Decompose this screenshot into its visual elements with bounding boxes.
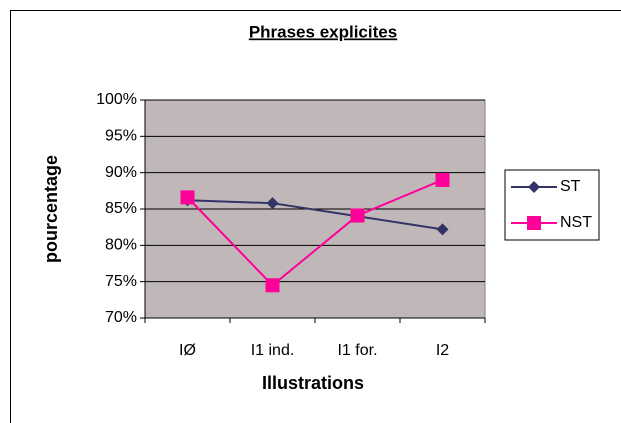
y-tick-label: 80%	[105, 237, 137, 254]
x-tick-label: I1 ind.	[251, 342, 295, 359]
y-tick-label: 70%	[105, 309, 137, 326]
data-point	[436, 223, 449, 236]
x-axis-label: Illustrations	[262, 373, 364, 393]
x-tick-label: I1 for.	[337, 342, 377, 359]
x-tick-label: IØ	[179, 342, 196, 359]
y-tick-label: 90%	[105, 164, 137, 181]
data-point	[180, 190, 195, 205]
legend-box	[504, 169, 600, 241]
legend-marker	[527, 216, 541, 230]
chart-title: Phrases explicites	[249, 22, 397, 41]
series-line	[186, 179, 443, 287]
y-axis-label: pourcentage	[41, 155, 61, 263]
data-point	[265, 278, 280, 293]
data-point	[266, 197, 279, 210]
legend-marker	[528, 181, 540, 193]
data-point	[350, 208, 365, 223]
data-point	[435, 172, 450, 187]
y-tick-label: 85%	[105, 200, 137, 217]
legend-label: NST	[560, 214, 592, 231]
series-line	[187, 199, 443, 231]
y-tick-label: 75%	[105, 273, 137, 290]
y-tick-label: 100%	[96, 91, 137, 108]
y-tick-label: 95%	[105, 128, 137, 145]
legend-label: ST	[560, 178, 581, 195]
x-tick-label: I2	[436, 342, 449, 359]
